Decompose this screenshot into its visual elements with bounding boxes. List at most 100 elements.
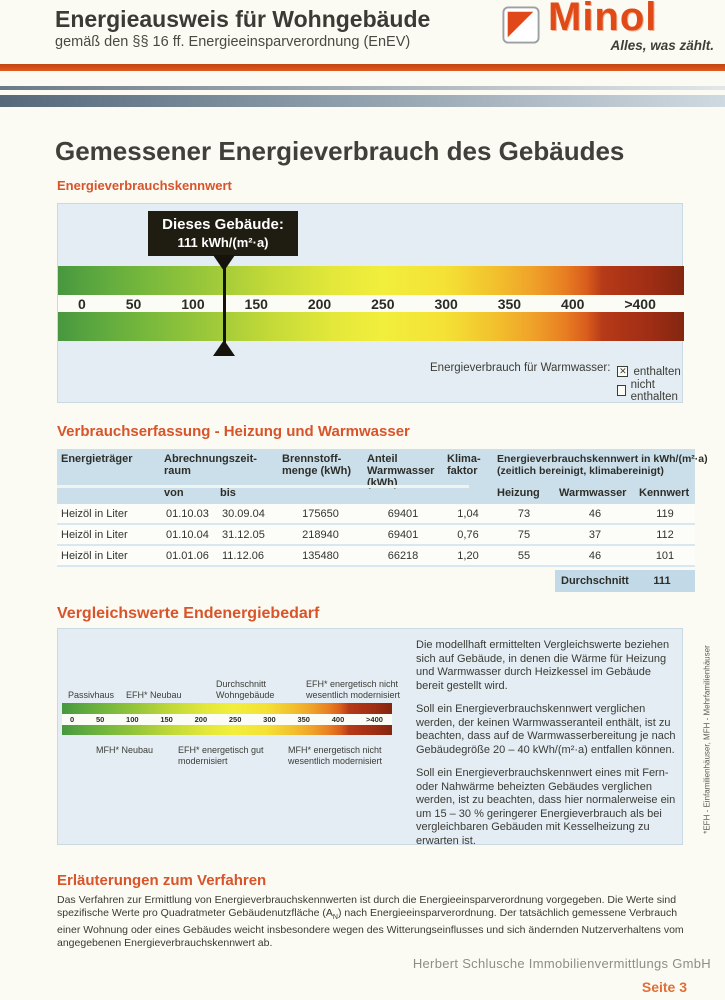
table-cell: 69401 bbox=[387, 528, 419, 541]
building-value-badge: Dieses Gebäude: 111 kWh/(m²·a) bbox=[148, 211, 298, 256]
footer-company: Herbert Schlusche Immobilienvermittlungs… bbox=[412, 956, 711, 971]
comparison-paragraph: Soll ein Energieverbrauchskennwert eines… bbox=[416, 767, 676, 847]
scale-tick: 50 bbox=[125, 295, 142, 312]
comparison-panel: Passivhaus EFH* Neubau Durchschnitt Wohn… bbox=[57, 628, 683, 847]
comparison-section-title: Vergleichswerte Endenergiebedarf bbox=[57, 605, 320, 622]
col-header-anteil-warmwasser: Anteil Warmwasser (kWh) bbox=[367, 453, 435, 489]
scale-tick: 250 bbox=[371, 295, 395, 312]
table-cell: 46 bbox=[588, 507, 602, 520]
col-header-von: von bbox=[164, 487, 184, 499]
table-cell: 135480 bbox=[302, 549, 339, 562]
thick-blue-divider-bar bbox=[0, 95, 725, 107]
table-cell: 1,04 bbox=[457, 507, 479, 520]
warmwasser-option-list: ✕ enthalten nicht enthalten bbox=[617, 362, 682, 403]
average-row: Durchschnitt 111 bbox=[555, 570, 695, 592]
comparison-label-below: MFH* energetisch nicht wesentlich modern… bbox=[288, 745, 383, 766]
warmwasser-option-checked: ✕ enthalten bbox=[617, 362, 682, 381]
comparison-label-above: EFH* energetisch nicht wesentlich modern… bbox=[306, 679, 401, 700]
energy-scale-panel: Dieses Gebäude: 111 kWh/(m²·a) 0 50 100 … bbox=[57, 203, 684, 403]
minol-wordmark: Minol bbox=[548, 0, 658, 39]
comparison-label-below: EFH* energetisch gut modernisiert bbox=[178, 745, 264, 766]
kennwert-group-line1: Energieverbrauchskennwert in kWh/(m²·a) bbox=[497, 453, 708, 465]
scale-tick: 0 bbox=[78, 295, 86, 312]
comparison-label-below: MFH* Neubau bbox=[96, 745, 154, 755]
table-cell: 01.10.03 bbox=[166, 507, 209, 520]
comparison-scale-tick: >400 bbox=[366, 715, 383, 724]
col-header-heizung: Heizung bbox=[497, 487, 540, 499]
table-cell: 112 bbox=[656, 528, 674, 541]
col-header-brennstoffmenge: Brennstoff-menge (kWh) bbox=[282, 453, 352, 477]
comparison-scale-tick: 300 bbox=[263, 715, 276, 724]
scale-tick-stripe: 0 50 100 150 200 250 300 350 400 >400 bbox=[58, 295, 684, 312]
minol-tagline: Alles, was zählt. bbox=[610, 38, 714, 53]
comparison-scale-tick: 350 bbox=[297, 715, 310, 724]
kennwert-group-line2: (zeitlich bereinigt, klimabereinigt) bbox=[497, 465, 664, 477]
minol-logo: Minol Alles, was zählt. bbox=[502, 0, 714, 57]
table-cell: 1,20 bbox=[457, 549, 479, 562]
option-label: enthalten bbox=[633, 365, 681, 378]
footer-page-number: Seite 3 bbox=[641, 979, 687, 995]
table-cell: Heizöl in Liter bbox=[61, 549, 128, 562]
table-cell: 119 bbox=[656, 507, 674, 520]
table-cell: 218940 bbox=[302, 528, 339, 541]
col-header-bis: bis bbox=[220, 487, 236, 499]
scale-tick: >400 bbox=[624, 295, 656, 312]
average-value: 111 bbox=[653, 575, 671, 587]
badge-value: 111 kWh/(m²·a) bbox=[177, 235, 269, 250]
table-cell: 66218 bbox=[387, 549, 419, 562]
option-label: nicht enthalten bbox=[630, 378, 678, 403]
kennwert-section-label: Energieverbrauchskennwert bbox=[57, 178, 232, 193]
document-subtitle: gemäß den §§ 16 ff. Energieeinsparverord… bbox=[55, 34, 411, 50]
explanation-section-title: Erläuterungen zum Verfahren bbox=[57, 872, 267, 889]
scale-tick: 300 bbox=[434, 295, 458, 312]
comparison-scale-tick: 150 bbox=[160, 715, 173, 724]
header-divider bbox=[57, 485, 469, 488]
table-cell: 31.12.05 bbox=[222, 528, 265, 541]
minol-logo-icon bbox=[502, 6, 540, 49]
comparison-paragraph: Die modellhaft ermittelten Vergleichswer… bbox=[416, 639, 670, 692]
table-header: Energieträger Abrechnungszeit-raum Brenn… bbox=[57, 449, 708, 504]
table-cell: 11.12.06 bbox=[222, 549, 265, 562]
col-header-kennwert: Kennwert bbox=[639, 487, 690, 499]
comparison-label-above: Passivhaus bbox=[68, 690, 115, 700]
table-cell: 0,76 bbox=[457, 528, 479, 541]
badge-caption: Dieses Gebäude: bbox=[162, 216, 284, 233]
table-cell: 01.10.04 bbox=[166, 528, 209, 541]
document-title: Energieausweis für Wohngebäude bbox=[55, 6, 431, 32]
comparison-scale-tick: 200 bbox=[194, 715, 208, 724]
scale-tick: 400 bbox=[561, 295, 585, 312]
table-row: Heizöl in Liter 01.01.06 11.12.06 135480… bbox=[57, 546, 695, 567]
comparison-scale-tick: 100 bbox=[126, 715, 139, 724]
comparison-scale-tick: 400 bbox=[331, 715, 345, 724]
col-header-kennwert-group: Energieverbrauchskennwert in kWh/(m²·a) … bbox=[493, 449, 708, 485]
table-cell: 30.09.04 bbox=[222, 507, 265, 520]
table-cell: Heizöl in Liter bbox=[61, 507, 128, 520]
red-divider-bar bbox=[0, 64, 725, 71]
table-row: Heizöl in Liter 01.10.03 30.09.04 175650… bbox=[57, 504, 695, 525]
explanation-text-part1: Das Verfahren zur Ermittlung von Energie… bbox=[57, 894, 677, 919]
comparison-scale-tick: 50 bbox=[95, 715, 105, 724]
comparison-gradient-bar: 0 50 100 150 200 250 300 350 400 >400 bbox=[62, 703, 392, 735]
efh-mfh-footnote: *EFH - Einfamilienhäuser, MFH - Mehrfami… bbox=[702, 645, 712, 834]
col-header-abrechnungszeitraum: Abrechnungszeit-raum bbox=[164, 453, 257, 477]
warmwasser-label: Energieverbrauch für Warmwasser: bbox=[430, 362, 611, 374]
checkbox-unchecked-icon bbox=[617, 385, 626, 396]
marker-line bbox=[223, 258, 226, 355]
explanation-text-part2: ) nach Energieeinsparverordnung. Der tat… bbox=[57, 907, 684, 950]
marker-triangle-bottom-icon bbox=[213, 340, 235, 356]
warmwasser-option-unchecked: nicht enthalten bbox=[617, 378, 682, 403]
col-header-klimafaktor: Klima-faktor bbox=[447, 453, 481, 477]
comparison-paragraph: Soll ein Energieverbrauchskennwert vergl… bbox=[416, 703, 676, 756]
explanation-subscript: N bbox=[332, 914, 338, 922]
consumption-section-title: Verbrauchserfassung - Heizung und Warmwa… bbox=[57, 423, 410, 440]
table-cell: 55 bbox=[517, 549, 531, 562]
thin-gray-divider-bar bbox=[0, 86, 725, 90]
table-cell: 75 bbox=[517, 528, 531, 541]
warmwasser-options: Energieverbrauch für Warmwasser: ✕ entha… bbox=[430, 362, 682, 403]
scale-tick: 200 bbox=[307, 295, 332, 312]
comparison-label-above: Durchschnitt Wohngebäude bbox=[216, 679, 275, 700]
consumption-table: Energieträger Abrechnungszeit-raum Brenn… bbox=[57, 449, 708, 592]
col-header-energietraeger: Energieträger bbox=[61, 453, 133, 465]
checkbox-checked-icon: ✕ bbox=[617, 366, 629, 377]
scale-tick: 150 bbox=[244, 295, 268, 312]
